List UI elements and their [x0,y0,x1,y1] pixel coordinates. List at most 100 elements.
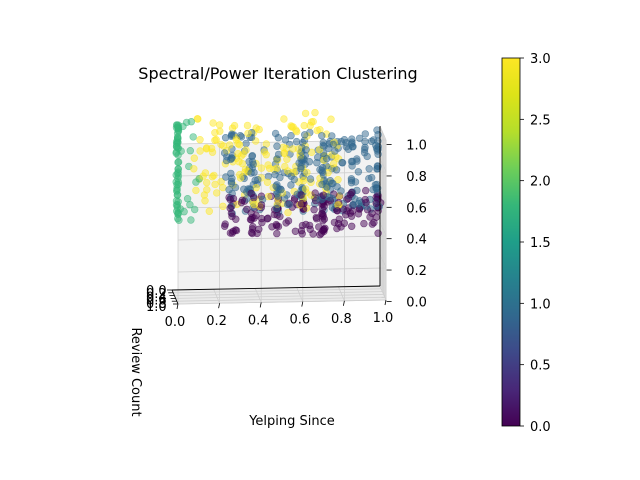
scatter-point [281,162,289,171]
scatter-point [262,151,270,159]
scatter-point [220,149,229,157]
scatter-point [282,219,290,227]
colorbar-tick-label: 1.5 [530,236,551,251]
x-tick-label: 0.6 [289,313,310,328]
scatter-point [189,133,197,141]
scatter-point [264,161,272,169]
scatter-point [302,146,310,154]
scatter-point [297,162,305,171]
scatter-point [238,196,247,205]
colorbar-tick-label: 2.0 [530,175,551,190]
scatter-point [273,229,281,238]
scatter-point [211,136,219,145]
scatter-point [301,131,309,139]
scatter-point [297,191,305,199]
scatter-point [284,208,292,217]
grid-line [175,294,384,299]
x-axis-line [171,285,381,291]
scatter-point [325,144,333,153]
scatter-point [242,139,250,148]
scatter-point [221,220,229,228]
x-tick-label: 1.0 [373,311,394,326]
chart-title: Spectral/Power Iteration Clustering [138,64,417,83]
scatter-point [226,195,234,204]
x-tick-mark [384,299,387,306]
scatter-point [252,184,260,192]
scatter-point [293,127,301,136]
grid-line [379,285,387,301]
scatter-point [247,228,256,237]
scatter-point [255,125,263,134]
scatter-point [232,226,241,235]
scatter-point [173,207,181,216]
scatter-point [347,157,356,166]
scatter-point [272,182,280,190]
scatter-point [219,142,228,150]
scatter-point [194,115,202,123]
scatter-point [327,115,335,123]
y-axis-label: Review Count [128,327,143,416]
y-tick-label: 0.6 [146,294,167,309]
scatter-point [318,180,326,189]
scatter-point [287,132,295,140]
scatter-point [242,146,250,154]
scatter-point [244,129,252,138]
grid-line [176,296,385,302]
x-axis-ticks: 0.0 0.2 0.4 0.6 0.8 1.0 [165,299,394,330]
colorbar: 0.0 0.5 1.0 1.5 2.0 2.5 3.0 [501,52,551,435]
scatter-point [287,122,295,130]
x-tick-label: 0.4 [248,313,269,328]
scatter-point [356,134,364,143]
scatter-point [332,166,341,174]
scatter-point [172,149,180,158]
scatter-point [172,197,181,205]
scatter-point [274,134,282,142]
grid-line [177,267,387,273]
scatter-point [281,136,290,144]
scatter-point [226,204,234,212]
scatter-point [354,168,363,176]
scatter-point [180,208,188,216]
scatter-point [294,145,303,153]
scatter-point [222,156,231,165]
scatter-point [331,147,339,155]
scatter-point [187,216,195,224]
scatter-point [173,187,181,195]
scatter-point [297,226,306,235]
scatter-point [361,130,369,138]
grid-line [296,287,304,302]
scatter-point [372,193,380,201]
grid-line [338,286,345,301]
scatter-points [172,108,385,239]
z-tick-label: 0.4 [406,233,427,248]
scatter-point [333,207,342,215]
scatter-point [311,189,319,197]
scatter-point [373,126,381,134]
scatter-point [271,170,279,179]
scatter-point [348,140,356,148]
scatter-point [367,137,376,146]
grid-line [177,299,387,305]
scatter-point [257,164,266,172]
scatter-point [227,132,236,141]
scatter-point [225,186,233,194]
scatter-point [227,169,235,178]
scatter-point [330,160,338,168]
scatter-point [347,175,356,183]
scatter-point [273,142,281,150]
scatter-point [172,178,180,186]
scatter-point [187,117,196,126]
colorbar-tick-label: 1.0 [530,297,551,312]
z-tick-label: 0.0 [406,295,427,310]
scatter-point [313,159,321,167]
scatter-point [192,186,200,195]
y-tick-label: 0.8 [146,297,167,312]
grid-line [379,125,387,141]
scatter-point [287,172,295,180]
scatter-point [334,176,342,184]
colorbar-tick-label: 2.5 [530,113,551,128]
scatter-point [305,221,314,230]
scatter-point [374,229,382,237]
scatter-point [226,141,234,149]
